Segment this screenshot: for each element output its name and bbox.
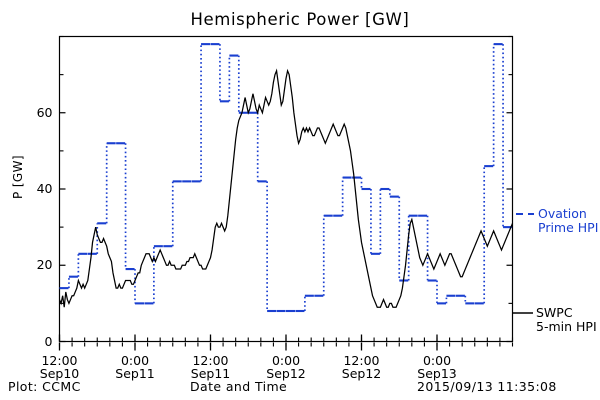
x-tick-1: 0:00 Sep11: [100, 352, 170, 381]
legend-label-swpc-5min-hpi: SWPC 5-min HPI: [536, 306, 597, 333]
x-tick-time: 12:00: [192, 352, 229, 368]
x-tick-date: Sep10: [39, 366, 80, 381]
y-tick-20: 20: [36, 257, 53, 273]
x-tick-4: 12:00 Sep12: [327, 352, 397, 381]
legend-ovation-line1: Ovation: [538, 206, 587, 221]
x-tick-date: Sep11: [115, 366, 155, 381]
legend-line-samples: [513, 212, 534, 314]
legend-ovation-line2: Prime HPI: [538, 219, 599, 235]
legend-swpc-line2: 5-min HPI: [536, 318, 597, 334]
x-tick-date: Sep11: [190, 366, 231, 381]
x-tick-time: 12:00: [41, 352, 78, 368]
series-swpc-5min-hpi: [58, 68, 514, 308]
generation-timestamp: 2015/09/13 11:35:08: [417, 379, 557, 394]
y-tick-40: 40: [36, 181, 53, 196]
x-tick-date: Sep12: [341, 366, 382, 381]
x-tick-3: 0:00 Sep12: [251, 352, 321, 381]
y-tick-60: 60: [36, 104, 53, 120]
x-tick-2: 12:00 Sep11: [176, 352, 246, 381]
chart-title: Hemispheric Power [GW]: [190, 10, 410, 29]
x-tick-time: 12:00: [343, 352, 380, 368]
plot-credit: Plot: CCMC: [8, 379, 81, 394]
x-tick-date: Sep12: [266, 366, 306, 381]
x-tick-0: 12:00 Sep10: [25, 352, 95, 381]
x-tick-time: 0:00: [422, 352, 452, 368]
series-ovation-prime-hpi: [59, 43, 513, 313]
x-tick-time: 0:00: [271, 352, 301, 368]
legend-swpc-line1: SWPC: [536, 305, 573, 320]
x-axis-label: Date and Time: [190, 379, 288, 394]
x-tick-date: Sep13: [417, 366, 457, 381]
x-tick-5: 0:00 Sep13: [402, 352, 472, 381]
legend-label-ovation-prime-hpi: Ovation Prime HPI: [538, 207, 598, 234]
axes: [58, 35, 514, 351]
y-tick-0: 0: [44, 333, 53, 349]
x-tick-time: 0:00: [120, 352, 150, 368]
